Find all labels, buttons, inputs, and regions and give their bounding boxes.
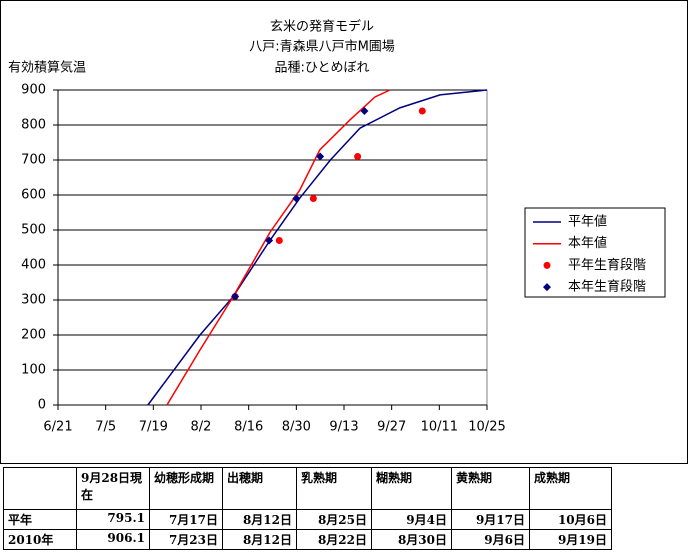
circle-marker [275,237,283,244]
legend-label: 平年生育段階 [568,257,646,273]
cell: 2010年 [3,529,77,550]
cell: 9月19日 [529,529,612,550]
x-tick-label: 9/27 [377,420,406,435]
x-tick-label: 7/5 [95,420,116,435]
diamond-marker [292,194,301,203]
y-axis-label: 有効積算気温 [8,60,86,76]
cell: 9月6日 [451,529,530,550]
legend-label: 本年値 [568,235,607,251]
x-tick-label: 8/30 [282,420,311,435]
cell: 906.1 [76,529,150,550]
diamond-marker [231,292,240,301]
cell: 7月23日 [149,529,223,550]
table-row: 平年 795.1 7月17日 8月12日 8月25日 9月4日 9月17日 10月6日 [3,509,612,530]
header-cell: 成熟期 [529,467,612,510]
cell: 795.1 [76,509,150,530]
header-cell: 幼穂形成期 [149,467,223,510]
y-tick-label: 0 [38,398,46,413]
chart-title: 玄米の発育モデル [270,19,374,35]
y-tick-label: 700 [21,153,46,168]
circle-marker [543,261,551,269]
y-tick-label: 400 [21,258,46,273]
y-tick-label: 900 [21,83,46,98]
cell: 8月25日 [296,509,372,530]
cell: 平年 [3,509,77,530]
header-cell: 9月28日現在 [76,467,150,510]
table-row: 2010年 906.1 7月23日 8月12日 8月22日 8月30日 9月6日 9月19日 [3,529,612,550]
cell: 10月6日 [529,509,612,530]
diamond-marker [543,283,551,292]
header-cell: 糊熟期 [371,467,452,510]
header-cell: 乳熟期 [296,467,372,510]
diamond-marker [360,107,369,115]
x-tick-label: 8/2 [191,420,212,435]
chart: 玄米の発育モデル 八戸:青森県八戸市M圃場 品種:ひとめぼれ 有効積算気温 0 1… [0,0,688,464]
x-tick-label: 9/13 [329,420,358,435]
chart-subtitle: 品種:ひとめぼれ [275,60,370,76]
x-tick-label: 10/25 [468,420,505,435]
cell: 8月12日 [222,529,297,550]
y-tick-label: 600 [21,188,46,203]
circle-marker [418,107,426,115]
chart-subtitle: 八戸:青森県八戸市M圃場 [249,39,395,55]
diamond-marker [265,236,274,245]
y-tick-label: 800 [21,118,46,133]
y-tick-label: 100 [21,363,46,378]
header-cell: 出穂期 [222,467,297,510]
x-tick-label: 8/16 [234,420,263,435]
plot-area [57,89,488,406]
cell: 8月12日 [222,509,297,530]
cell: 8月30日 [371,529,452,550]
header-cell: 黄熟期 [451,467,530,510]
series-line [166,89,391,406]
cell: 8月22日 [296,529,372,550]
cell: 7月17日 [149,509,223,530]
circle-marker [309,195,317,202]
x-tick-label: 7/19 [139,420,168,435]
y-tick-label: 300 [21,293,46,308]
series-line [147,89,488,406]
x-tick-label: 10/11 [421,420,458,435]
legend-label: 平年値 [568,214,607,230]
legend-label: 本年生育段階 [568,279,646,295]
x-tick-label: 6/21 [43,420,72,435]
cell: 9月4日 [371,509,452,530]
cell: 9月17日 [451,509,530,530]
stage-table: 9月28日現在 幼穂形成期 出穂期 乳熟期 糊熟期 黄熟期 成熟期 平年 795.1 7月17日… [3,467,612,550]
table-header: 9月28日現在 幼穂形成期 出穂期 乳熟期 糊熟期 黄熟期 成熟期 [3,467,612,510]
y-tick-label: 500 [21,223,46,238]
y-tick-label: 200 [21,328,46,343]
cell [3,467,77,510]
circle-marker [354,153,362,160]
legend-box [524,207,666,298]
diamond-marker [316,152,325,161]
